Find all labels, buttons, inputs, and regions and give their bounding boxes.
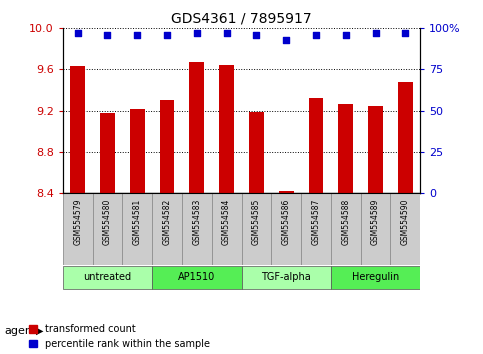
Bar — [309, 98, 324, 193]
Text: AP1510: AP1510 — [178, 273, 215, 282]
FancyBboxPatch shape — [182, 193, 212, 264]
Bar — [249, 112, 264, 193]
FancyBboxPatch shape — [212, 193, 242, 264]
Text: GSM554583: GSM554583 — [192, 199, 201, 245]
Point — [163, 32, 171, 38]
Text: TGF-alpha: TGF-alpha — [261, 273, 311, 282]
FancyBboxPatch shape — [331, 266, 420, 289]
Point — [74, 30, 82, 36]
Point — [282, 37, 290, 43]
Point — [372, 30, 380, 36]
Bar — [398, 82, 413, 193]
Text: GSM554582: GSM554582 — [163, 199, 171, 245]
Point — [253, 32, 260, 38]
FancyBboxPatch shape — [93, 193, 122, 264]
Bar — [279, 191, 294, 193]
FancyBboxPatch shape — [390, 193, 420, 264]
Point — [401, 30, 409, 36]
Text: Heregulin: Heregulin — [352, 273, 399, 282]
FancyBboxPatch shape — [271, 193, 301, 264]
FancyBboxPatch shape — [301, 193, 331, 264]
FancyBboxPatch shape — [122, 193, 152, 264]
Point — [342, 32, 350, 38]
Title: GDS4361 / 7895917: GDS4361 / 7895917 — [171, 12, 312, 26]
Bar — [130, 109, 145, 193]
FancyBboxPatch shape — [331, 193, 361, 264]
Point — [104, 32, 112, 38]
Text: GSM554586: GSM554586 — [282, 199, 291, 245]
Bar — [219, 65, 234, 193]
Point — [133, 32, 141, 38]
Text: GSM554580: GSM554580 — [103, 199, 112, 245]
FancyBboxPatch shape — [63, 193, 93, 264]
Text: GSM554588: GSM554588 — [341, 199, 350, 245]
FancyBboxPatch shape — [152, 266, 242, 289]
Text: GSM554584: GSM554584 — [222, 199, 231, 245]
FancyBboxPatch shape — [242, 266, 331, 289]
Point — [193, 30, 201, 36]
Bar — [100, 113, 115, 193]
Point — [312, 32, 320, 38]
Bar — [70, 66, 85, 193]
FancyBboxPatch shape — [63, 266, 152, 289]
Text: GSM554585: GSM554585 — [252, 199, 261, 245]
Legend: transformed count, percentile rank within the sample: transformed count, percentile rank withi… — [29, 324, 210, 349]
Text: GSM554587: GSM554587 — [312, 199, 320, 245]
Bar — [368, 107, 383, 193]
Text: GSM554589: GSM554589 — [371, 199, 380, 245]
FancyBboxPatch shape — [242, 193, 271, 264]
Text: ▶: ▶ — [36, 326, 44, 336]
Bar — [338, 104, 353, 193]
Text: GSM554590: GSM554590 — [401, 199, 410, 245]
Text: GSM554581: GSM554581 — [133, 199, 142, 245]
Text: untreated: untreated — [84, 273, 131, 282]
Bar — [189, 62, 204, 193]
Text: agent: agent — [5, 326, 37, 336]
FancyBboxPatch shape — [361, 193, 390, 264]
Point — [223, 30, 230, 36]
FancyBboxPatch shape — [152, 193, 182, 264]
Text: GSM554579: GSM554579 — [73, 199, 82, 245]
Bar — [159, 100, 174, 193]
